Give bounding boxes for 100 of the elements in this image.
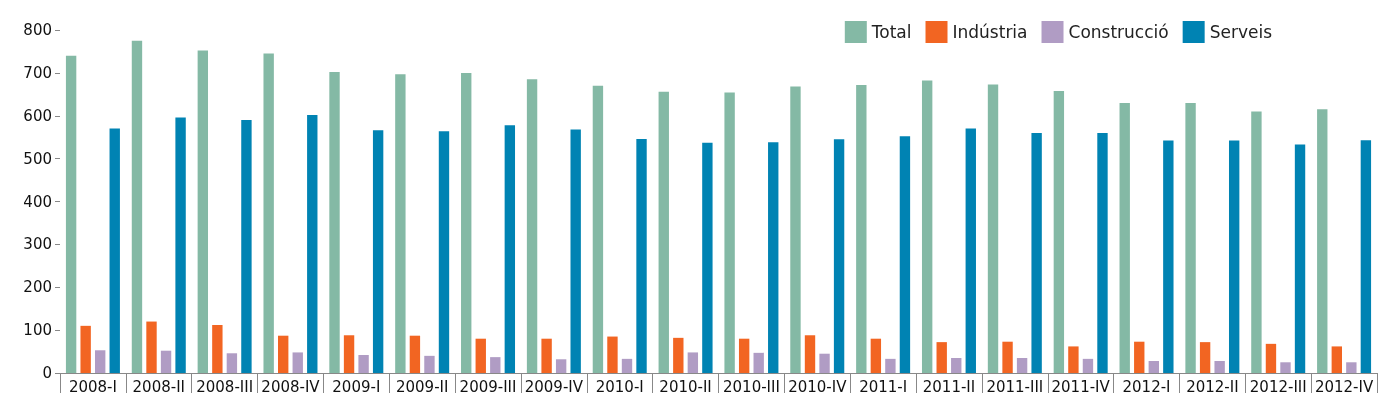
bar bbox=[1148, 361, 1159, 373]
bar bbox=[768, 142, 779, 373]
x-tick-label: 2011-IV bbox=[1051, 377, 1111, 396]
bar bbox=[1346, 362, 1357, 373]
bar bbox=[65, 55, 77, 373]
bar bbox=[724, 92, 735, 373]
bar bbox=[372, 130, 384, 373]
bar bbox=[555, 359, 567, 373]
bar bbox=[490, 357, 501, 373]
bar bbox=[702, 142, 713, 373]
bar bbox=[1199, 342, 1211, 373]
bar bbox=[936, 342, 947, 373]
bar bbox=[241, 120, 252, 373]
bar bbox=[1119, 102, 1130, 373]
x-tick-label: 2009-II bbox=[395, 377, 449, 396]
bar bbox=[504, 125, 516, 373]
bar bbox=[226, 353, 238, 373]
bar bbox=[329, 72, 340, 373]
x-tick-label: 2008-I bbox=[68, 377, 117, 396]
bar bbox=[109, 128, 120, 373]
bar bbox=[395, 74, 406, 373]
bar bbox=[1134, 341, 1145, 373]
x-tick-label: 2008-II bbox=[132, 377, 185, 396]
bar bbox=[197, 50, 209, 373]
x-tick-label: 2009-IV bbox=[524, 377, 584, 396]
bar bbox=[475, 338, 486, 373]
bar bbox=[870, 338, 882, 373]
bar bbox=[753, 352, 764, 373]
y-tick-label: 500 bbox=[23, 149, 52, 168]
y-tick-label: 400 bbox=[23, 192, 52, 211]
bar bbox=[833, 139, 845, 373]
bar bbox=[1317, 109, 1328, 373]
bar bbox=[1228, 140, 1240, 373]
bar bbox=[987, 84, 999, 373]
bar bbox=[146, 321, 157, 373]
bar bbox=[570, 129, 581, 373]
bar bbox=[212, 324, 223, 373]
bar bbox=[438, 131, 450, 373]
bar bbox=[885, 358, 896, 373]
bar bbox=[526, 79, 538, 373]
x-tick-label: 2010-IV bbox=[788, 377, 848, 396]
bar bbox=[899, 136, 911, 373]
bar bbox=[1031, 132, 1042, 373]
x-tick-label: 2012-II bbox=[1186, 377, 1239, 396]
bar bbox=[1185, 102, 1196, 373]
bar bbox=[636, 138, 647, 373]
bar bbox=[95, 350, 106, 373]
y-tick-label: 300 bbox=[23, 235, 52, 254]
y-tick-label: 700 bbox=[23, 63, 52, 82]
legend-label: Serveis bbox=[1209, 22, 1273, 42]
bar bbox=[1053, 90, 1065, 373]
bar bbox=[1265, 343, 1277, 373]
bar bbox=[1360, 140, 1372, 373]
x-tick-label: 2011-III bbox=[986, 377, 1044, 396]
bar bbox=[819, 353, 830, 373]
x-tick-label: 2010-I bbox=[595, 377, 644, 396]
bar bbox=[621, 358, 633, 373]
bar bbox=[1068, 346, 1079, 373]
bar bbox=[790, 86, 801, 373]
bar bbox=[673, 337, 684, 373]
x-tick-label: 2012-IV bbox=[1314, 377, 1374, 396]
bar bbox=[358, 354, 369, 373]
bar bbox=[175, 117, 186, 373]
bar bbox=[856, 84, 867, 373]
bar bbox=[160, 350, 172, 373]
bar bbox=[1082, 358, 1094, 373]
x-tick-label: 2010-III bbox=[723, 377, 780, 396]
bar bbox=[1097, 132, 1108, 373]
y-tick-label: 800 bbox=[23, 21, 52, 39]
bar bbox=[1016, 357, 1028, 373]
x-tick-label: 2010-II bbox=[659, 377, 712, 396]
x-tick-label: 2008-IV bbox=[261, 377, 321, 396]
bar bbox=[658, 91, 669, 373]
bar bbox=[951, 357, 962, 373]
bar bbox=[1251, 111, 1262, 373]
bar bbox=[409, 335, 421, 373]
y-tick-label: 100 bbox=[23, 321, 52, 340]
legend-label: Construcció bbox=[1068, 22, 1169, 42]
bar bbox=[1214, 361, 1225, 373]
bar bbox=[607, 336, 618, 373]
x-tick-label: 2009-III bbox=[459, 377, 517, 396]
bar bbox=[1280, 362, 1291, 373]
y-tick-label: 0 bbox=[42, 364, 52, 382]
bar bbox=[921, 80, 933, 373]
bar bbox=[687, 352, 699, 373]
x-tick-label: 2009-I bbox=[332, 377, 381, 396]
bar bbox=[131, 40, 143, 373]
bar bbox=[965, 128, 976, 373]
x-tick-label: 2012-III bbox=[1249, 377, 1307, 396]
bar bbox=[263, 53, 274, 373]
y-tick-label: 600 bbox=[23, 106, 52, 125]
bar bbox=[804, 335, 816, 373]
y-tick-label: 200 bbox=[23, 278, 52, 297]
x-tick-label: 2008-III bbox=[196, 377, 254, 396]
bar bbox=[343, 335, 355, 373]
bar bbox=[1331, 346, 1342, 373]
bar bbox=[424, 355, 435, 373]
bar bbox=[738, 338, 750, 373]
bar bbox=[307, 114, 318, 373]
bar bbox=[592, 85, 604, 373]
